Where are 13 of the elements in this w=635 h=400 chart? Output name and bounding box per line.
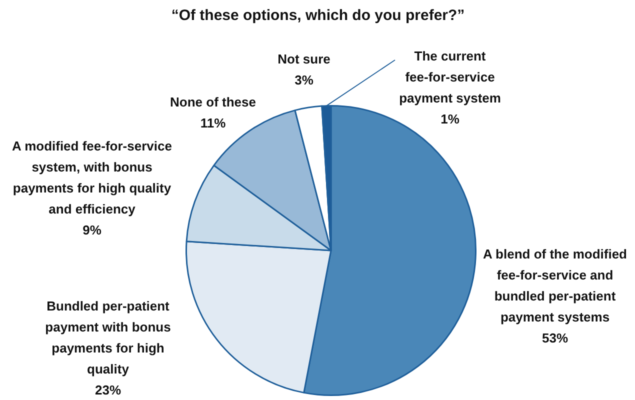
slice-label: The current fee-for-service payment system <box>399 48 501 106</box>
data-label: 11% <box>200 116 226 131</box>
data-label: 3% <box>294 72 314 88</box>
data-label: 53% <box>542 330 568 346</box>
slice-label: None of these <box>170 94 256 110</box>
slice-label: A blend of the modified fee-for-service and bundled per-patient payment systems <box>483 246 628 325</box>
slice-label: Bundled per-patient payment with bonus payments for high quality <box>45 298 171 377</box>
data-label: 23% <box>94 382 122 398</box>
chart-title: “Of these options, which do you prefer?” <box>171 7 465 24</box>
slice-label: A modified fee-for-service system, with bonus payments for high quality and efficiency <box>12 138 172 217</box>
data-label: 9% <box>82 222 102 238</box>
data-label: 1% <box>440 112 460 127</box>
slice-label: Not sure <box>278 52 330 67</box>
